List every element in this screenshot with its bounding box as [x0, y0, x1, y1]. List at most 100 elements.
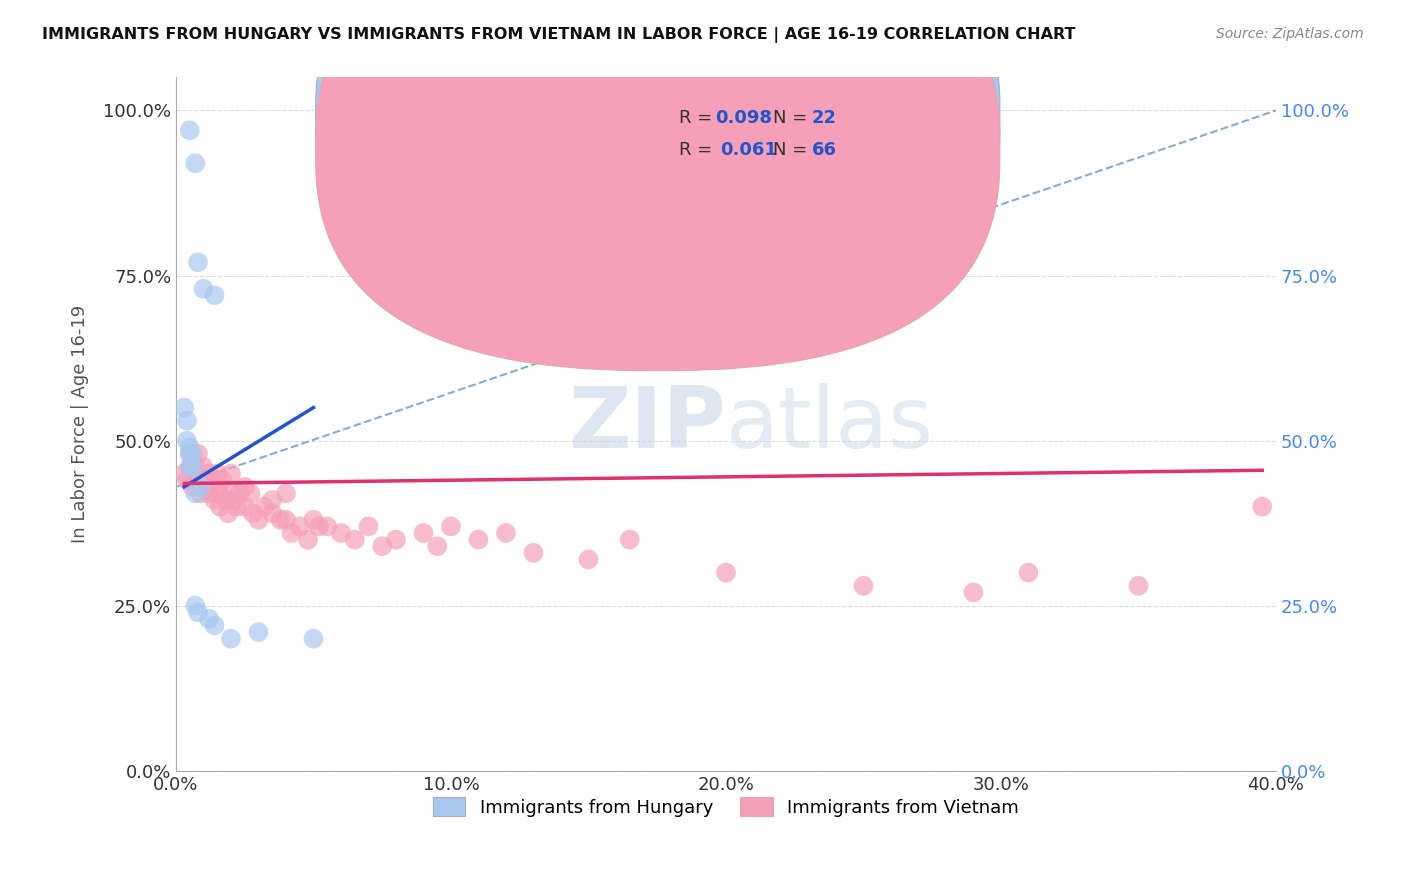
Point [181, 460, 204, 475]
Point [233, 480, 256, 494]
Point [179, 460, 201, 475]
Point [190, 480, 212, 494]
Point [357, 519, 380, 533]
Point [247, 513, 270, 527]
Text: N =: N = [773, 141, 813, 159]
Point [619, 533, 641, 547]
Point [195, 480, 218, 494]
Point [176, 434, 198, 448]
Text: Source: ZipAtlas.com: Source: ZipAtlas.com [1216, 27, 1364, 41]
Point [308, 519, 330, 533]
Point [316, 519, 339, 533]
Point [193, 473, 215, 487]
FancyBboxPatch shape [316, 0, 1000, 371]
Point [179, 123, 201, 137]
Point [1251, 500, 1274, 514]
Point [302, 513, 325, 527]
Point [253, 500, 276, 514]
Point [714, 566, 737, 580]
Point [176, 473, 198, 487]
Text: atlas: atlas [725, 383, 934, 466]
Point [385, 533, 408, 547]
Point [522, 546, 544, 560]
Point [179, 440, 201, 454]
Point [269, 513, 291, 527]
Point [297, 533, 319, 547]
Y-axis label: In Labor Force | Age 16-19: In Labor Force | Age 16-19 [72, 305, 89, 543]
Point [211, 473, 233, 487]
Point [228, 486, 250, 500]
Point [225, 500, 247, 514]
Point [208, 500, 231, 514]
Point [1128, 579, 1150, 593]
Point [274, 486, 297, 500]
Text: IMMIGRANTS FROM HUNGARY VS IMMIGRANTS FROM VIETNAM IN LABOR FORCE | AGE 16-19 CO: IMMIGRANTS FROM HUNGARY VS IMMIGRANTS FR… [42, 27, 1076, 43]
Point [412, 526, 434, 541]
Text: 22: 22 [811, 109, 837, 127]
Point [179, 447, 201, 461]
Point [247, 625, 270, 640]
Point [262, 493, 284, 508]
Point [426, 539, 449, 553]
Point [219, 467, 242, 481]
Point [204, 618, 226, 632]
Point [288, 519, 311, 533]
Point [467, 533, 489, 547]
Point [181, 447, 204, 461]
Point [193, 282, 215, 296]
Point [181, 480, 204, 494]
Text: 0.061: 0.061 [720, 141, 778, 159]
Point [233, 500, 256, 514]
Text: N =: N = [773, 109, 813, 127]
Point [330, 526, 353, 541]
Point [198, 486, 221, 500]
Point [343, 533, 366, 547]
Text: 0.098: 0.098 [716, 109, 772, 127]
Point [239, 486, 262, 500]
Point [173, 467, 195, 481]
Point [274, 513, 297, 527]
Point [190, 486, 212, 500]
Point [219, 632, 242, 646]
Point [184, 460, 207, 475]
Point [201, 473, 224, 487]
Point [280, 526, 302, 541]
Point [187, 447, 209, 461]
Text: ZIP: ZIP [568, 383, 725, 466]
Point [193, 460, 215, 475]
Point [187, 255, 209, 269]
Point [440, 519, 463, 533]
Text: 66: 66 [811, 141, 837, 159]
Point [217, 506, 239, 520]
Text: R =: R = [679, 141, 724, 159]
Point [176, 414, 198, 428]
Point [578, 552, 600, 566]
Point [1017, 566, 1039, 580]
Point [198, 612, 221, 626]
Point [208, 486, 231, 500]
Point [495, 526, 517, 541]
Point [207, 480, 229, 494]
Point [962, 585, 984, 599]
FancyBboxPatch shape [621, 91, 886, 178]
Point [184, 156, 207, 170]
Point [852, 579, 875, 593]
Point [242, 506, 264, 520]
Point [187, 605, 209, 619]
Point [302, 632, 325, 646]
Point [184, 486, 207, 500]
Point [214, 493, 236, 508]
Legend: Immigrants from Hungary, Immigrants from Vietnam: Immigrants from Hungary, Immigrants from… [426, 790, 1026, 824]
Point [173, 401, 195, 415]
Point [181, 453, 204, 467]
Point [204, 288, 226, 302]
Point [179, 447, 201, 461]
Point [207, 467, 229, 481]
Point [219, 486, 242, 500]
Point [262, 506, 284, 520]
Point [187, 467, 209, 481]
Point [179, 460, 201, 475]
Text: R =: R = [679, 109, 717, 127]
Point [184, 599, 207, 613]
Point [204, 493, 226, 508]
